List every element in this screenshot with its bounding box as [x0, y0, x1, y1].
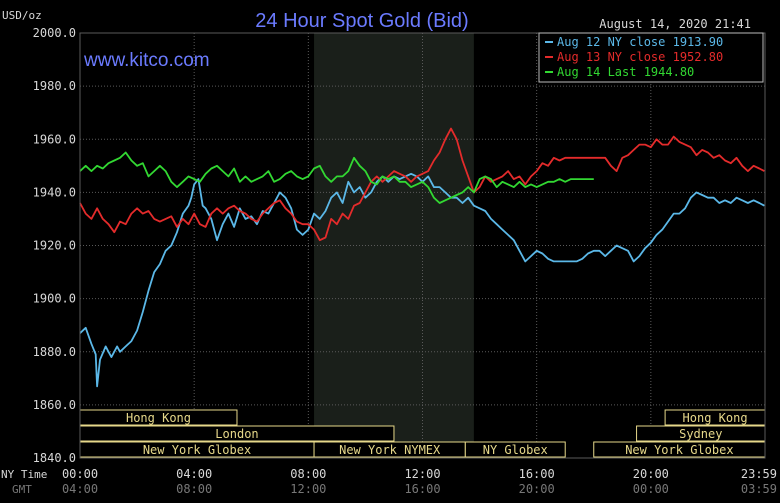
grid-layer: [79, 32, 766, 459]
x-tick-label-gmt: 16:00: [404, 482, 440, 496]
x-tick-label-gmt: 04:00: [62, 482, 98, 496]
x-tick-label-ny: 16:00: [519, 467, 555, 481]
x-tick-label-gmt: 20:00: [519, 482, 555, 496]
session-label: NY Globex: [483, 443, 548, 457]
chart-title: 24 Hour Spot Gold (Bid): [255, 10, 468, 32]
website-watermark: www.kitco.com: [83, 50, 210, 71]
axis-layer: 2000.0 1980.0 1960.0 1940.0 1920.0 1900.0 1880…: [33, 26, 777, 496]
legend-box: [538, 32, 764, 83]
plot-frame: [79, 32, 766, 459]
series-line-1: [79, 172, 765, 388]
y-tick-label: 1900.0: [33, 292, 76, 306]
y-tick-label: 1860.0: [33, 398, 76, 412]
night-shading-layer: [314, 33, 474, 458]
y-axis-units: USD/oz: [2, 9, 42, 22]
session-bar: [464, 441, 566, 458]
timestamp: August 14, 2020 21:41: [599, 17, 751, 31]
legend-entry: Aug 14 Last 1944.80: [557, 65, 694, 79]
x-tick-label-ny: 04:00: [176, 467, 212, 481]
session-label: New York Globex: [143, 443, 251, 457]
session-label: London: [215, 427, 258, 441]
x-tick-label-gmt: 03:59: [741, 482, 777, 496]
y-tick-label: 2000.0: [33, 26, 76, 40]
x-tick-label-gmt: 00:00: [633, 482, 669, 496]
night-shading: [314, 33, 474, 458]
session-label: New York Globex: [625, 443, 733, 457]
x-tick-label-ny: 23:59: [741, 467, 777, 481]
series-line-3: [79, 151, 594, 204]
y-tick-label: 1980.0: [33, 79, 76, 93]
session-label: Sydney: [679, 427, 722, 441]
legend-entry: Aug 13 NY close 1952.80: [557, 50, 723, 64]
y-tick-label: 1920.0: [33, 239, 76, 253]
session-label: New York NYMEX: [339, 443, 441, 457]
legend-entry: Aug 12 NY close 1913.90: [557, 35, 723, 49]
y-tick-label: 1940.0: [33, 185, 76, 199]
session-label: Hong Kong: [683, 411, 748, 425]
x-tick-label-ny: 20:00: [633, 467, 669, 481]
y-tick-label: 1960.0: [33, 132, 76, 146]
x-tick-label-gmt: 08:00: [176, 482, 212, 496]
session-label: Hong Kong: [126, 411, 191, 425]
x-tick-label-ny: 12:00: [404, 467, 440, 481]
series-line-2: [79, 127, 765, 242]
x-axis-row-label-gmt: GMT: [12, 483, 32, 496]
series-layer: [79, 127, 765, 388]
x-axis-row-label-ny: NY Time: [1, 468, 47, 481]
x-tick-label-ny: 00:00: [62, 467, 98, 481]
x-tick-label-ny: 08:00: [290, 467, 326, 481]
y-tick-label: 1880.0: [33, 345, 76, 359]
y-tick-label: 1840.0: [33, 451, 76, 465]
session-bars-layer: Hong Kong Hong Kong London Sydney New York G…: [79, 409, 766, 458]
x-tick-label-gmt: 12:00: [290, 482, 326, 496]
